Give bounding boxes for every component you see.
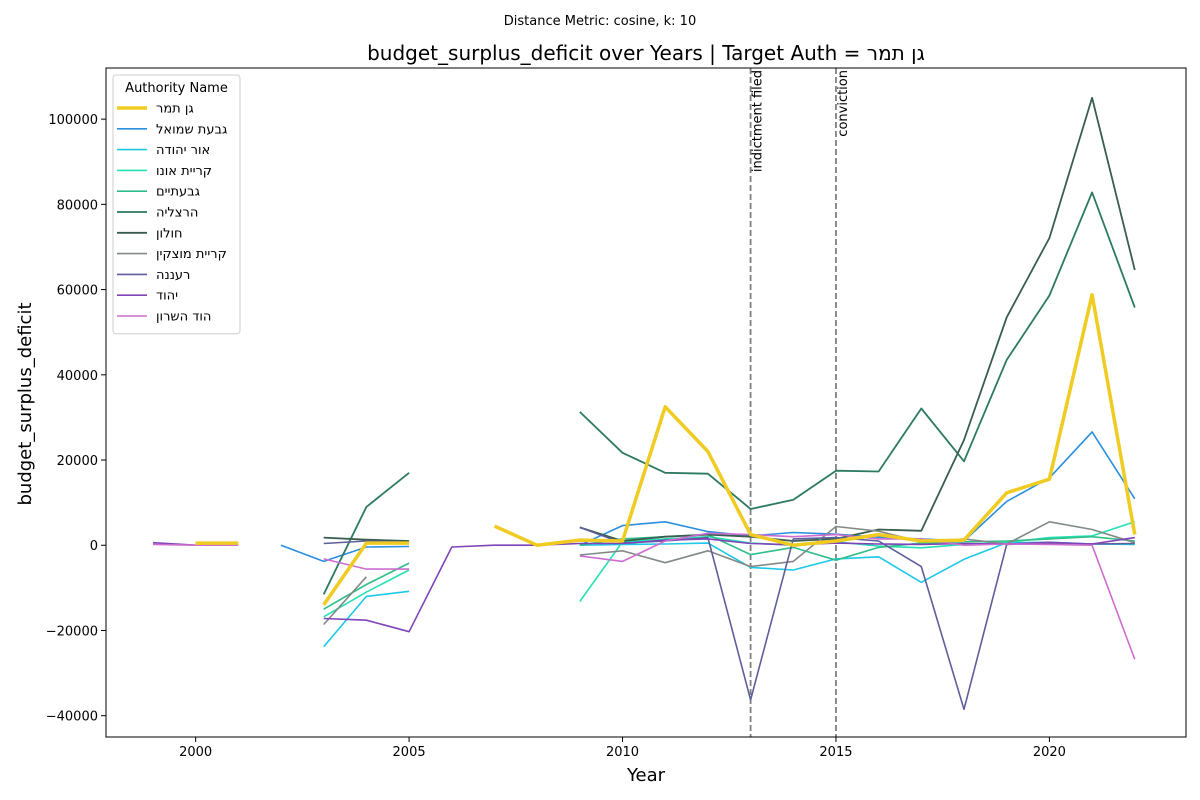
legend-label-6: חולון <box>156 226 183 241</box>
series-line-6-0 <box>323 536 410 542</box>
x-tick-label: 2015 <box>819 745 852 760</box>
y-axis: −40000 −20000 0 20000 40000 60000 80000 100000 <box>46 113 106 725</box>
y-tick-label: 60000 <box>57 284 98 299</box>
legend-label-8: רעננה <box>156 268 190 283</box>
legend: Authority Name גן תמר גבעת שמואל אור יהודה ק… <box>112 74 241 335</box>
series-line-7-0 <box>323 576 367 626</box>
x-tick-label: 2010 <box>606 745 639 760</box>
series-line-5-1 <box>579 191 1136 510</box>
y-tick-label: 80000 <box>57 198 98 213</box>
legend-title: Authority Name <box>125 81 228 96</box>
series-line-2-0 <box>323 590 410 648</box>
series-line-4-0 <box>323 562 410 610</box>
legend-label-3: קריית אונו <box>156 164 212 179</box>
y-tick-label: 100000 <box>48 113 98 128</box>
y-tick-label: 20000 <box>57 454 98 469</box>
series-line-0-2 <box>493 292 1137 547</box>
series-line-0-1 <box>322 541 410 606</box>
legend-label-4: גבעתיים <box>156 185 200 200</box>
legend-label-7: קריית מוצקין <box>156 247 227 262</box>
plot-area: indictment filed conviction <box>152 68 1137 737</box>
legend-box <box>112 74 241 335</box>
y-axis-label: budget_surplus_deficit <box>15 302 36 505</box>
y-tick-label: −20000 <box>46 624 98 639</box>
series-line-1-1 <box>280 544 410 563</box>
y-tick-label: −40000 <box>46 710 98 725</box>
event-label-1: conviction <box>836 70 851 137</box>
figure-suptitle: Distance Metric: cosine, k: 10 <box>503 14 697 29</box>
y-tick-label: 40000 <box>57 369 98 384</box>
series-line-10-2 <box>579 532 1136 660</box>
x-tick-label: 2020 <box>1033 745 1066 760</box>
x-axis: 2000 2005 2010 2015 2020 <box>179 737 1066 760</box>
x-axis-label: Year <box>626 765 666 786</box>
series-line-10-0 <box>152 543 239 547</box>
series-line-5-0 <box>322 472 410 595</box>
legend-label-0: גן תמר <box>156 102 194 117</box>
series-line-10-1 <box>323 558 410 570</box>
legend-label-2: אור יהודה <box>156 143 210 158</box>
legend-label-10: הוד השרון <box>156 310 211 325</box>
x-tick-label: 2005 <box>393 745 426 760</box>
event-label-0: indictment filed <box>751 70 766 172</box>
series-line-8-1 <box>579 526 1135 711</box>
legend-label-1: גבעת שמואל <box>156 122 227 137</box>
legend-label-9: יהוד <box>156 289 178 304</box>
series-line-6-1 <box>579 96 1136 542</box>
legend-label-5: הרצליה <box>156 206 198 221</box>
x-tick-label: 2000 <box>179 745 212 760</box>
series-line-7-1 <box>579 520 1136 568</box>
y-tick-label: 0 <box>90 539 98 554</box>
series-group <box>152 68 1137 737</box>
axes-frame <box>105 67 1187 738</box>
chart-title: budget_surplus_deficit over Years | Targ… <box>367 41 925 65</box>
